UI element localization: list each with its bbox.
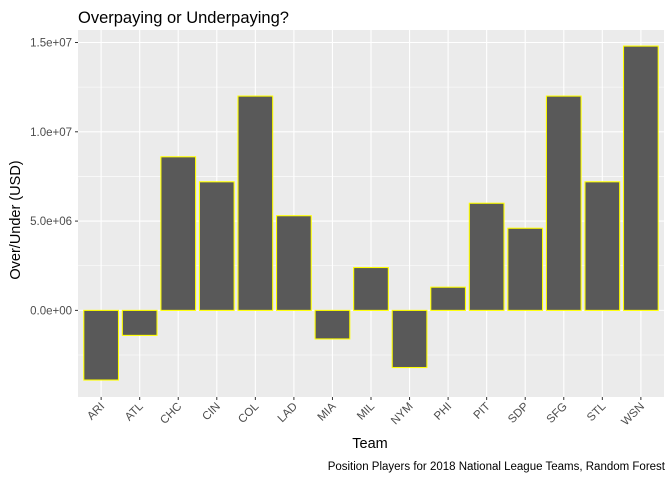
x-tick-label: MIA: [316, 400, 339, 423]
x-tick-label: CIN: [200, 401, 222, 423]
bar-atl: [121, 309, 158, 336]
chart-caption: Position Players for 2018 National Leagu…: [328, 461, 666, 473]
bar-chc: [160, 156, 197, 311]
bar-sdp: [507, 227, 544, 311]
bar-ari: [83, 309, 120, 381]
x-tick-label: ARI: [85, 401, 107, 423]
x-tick-label: PHI: [432, 401, 454, 423]
x-tick-label: MIL: [355, 400, 377, 422]
bar-lad: [275, 215, 312, 311]
bar-cin: [198, 181, 235, 311]
x-tick-label: PIT: [472, 401, 493, 422]
chart-title: Overpaying or Underpaying?: [78, 9, 289, 27]
bar-nym: [391, 309, 428, 369]
y-tick-label: 1.5e+07: [30, 38, 72, 50]
bar-phi: [430, 286, 467, 311]
bar-sfg: [545, 95, 582, 311]
y-axis: 0.0e+00 5.0e+06 1.0e+07 1.5e+07: [30, 38, 78, 317]
x-tick-label: SFG: [545, 401, 570, 426]
bar-pit: [468, 202, 505, 311]
x-tick-label: SDP: [506, 400, 531, 425]
bar-mil: [353, 266, 389, 311]
x-tick-label: ATL: [123, 400, 146, 423]
x-tick-label: LAD: [276, 401, 300, 425]
x-tick-label: NYM: [389, 401, 416, 428]
bar-wsn: [622, 45, 659, 311]
x-axis-title: Team: [352, 436, 387, 452]
y-tick-label: 5.0e+06: [30, 216, 72, 228]
x-tick-label: WSN: [620, 401, 647, 428]
y-tick-label: 0.0e+00: [30, 305, 72, 317]
bar-stl: [584, 181, 621, 311]
bars: [83, 45, 659, 381]
x-tick-label: CHC: [158, 401, 184, 427]
x-axis: ARI ATL CHC CIN COL LAD MIA MIL NYM PHI PIT SDP SFG S…: [85, 397, 647, 428]
bar-mia: [314, 309, 351, 340]
y-tick-label: 1.0e+07: [30, 127, 72, 139]
y-axis-title: Over/Under (USD): [8, 160, 24, 279]
x-tick-label: COL: [236, 400, 262, 426]
bar-col: [237, 95, 274, 311]
x-tick-label: STL: [585, 400, 609, 424]
